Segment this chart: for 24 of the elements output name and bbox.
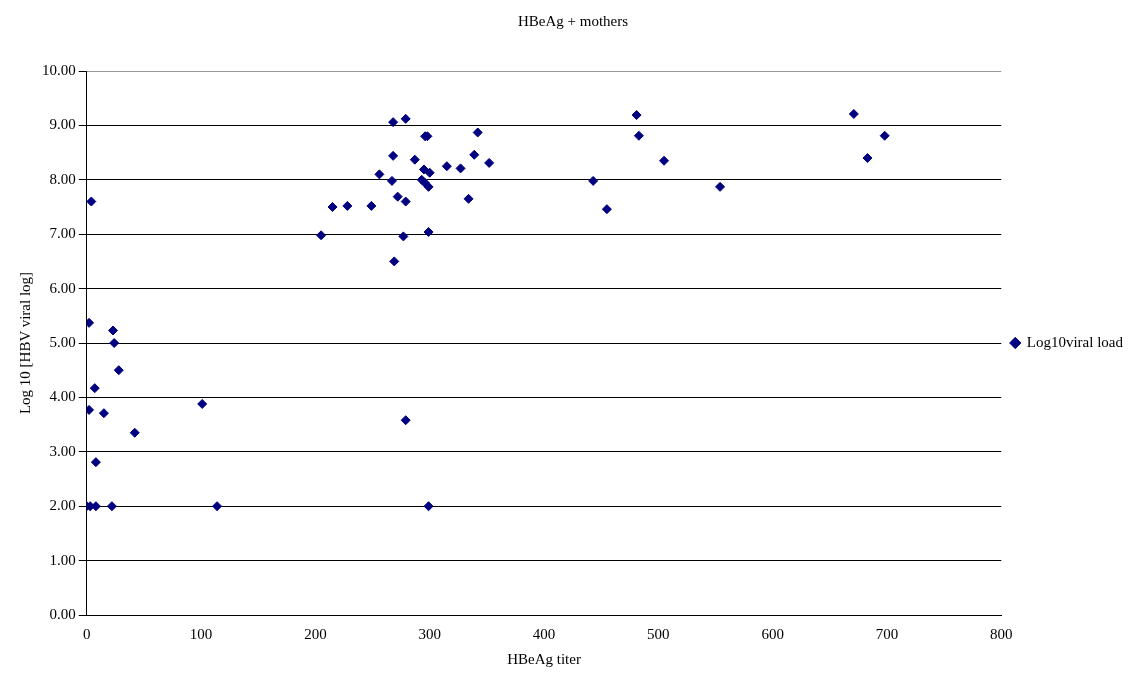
y-tick-label: 2.00	[49, 497, 76, 514]
x-tick-label: 600	[761, 625, 784, 642]
x-tick-label: 800	[990, 625, 1013, 642]
x-tick-label: 0	[83, 625, 91, 642]
legend-label: Log10viral load	[1026, 333, 1124, 350]
y-tick-label: 6.00	[49, 279, 76, 296]
x-tick-label: 200	[304, 625, 327, 642]
chart-title: HBeAg + mothers	[517, 12, 629, 29]
y-tick-label: 4.00	[49, 388, 76, 405]
y-tick-label: 9.00	[49, 116, 76, 133]
y-tick-label: 7.00	[49, 225, 76, 242]
x-axis-title: HBeAg titer	[507, 650, 581, 667]
y-tick-label: 0.00	[49, 605, 76, 622]
x-tick-label: 700	[875, 625, 899, 642]
y-tick-label: 8.00	[49, 170, 76, 187]
x-tick-label: 300	[418, 625, 441, 642]
y-tick-label: 1.00	[49, 551, 76, 568]
x-tick-label: 100	[189, 625, 213, 642]
x-tick-label: 400	[532, 625, 556, 642]
x-tick-label: 500	[647, 625, 670, 642]
y-tick-label: 10.00	[42, 61, 76, 78]
y-axis-title: Log 10 [HBV viral log]	[16, 271, 33, 415]
y-tick-label: 5.00	[49, 333, 76, 350]
y-tick-label: 3.00	[49, 442, 76, 459]
